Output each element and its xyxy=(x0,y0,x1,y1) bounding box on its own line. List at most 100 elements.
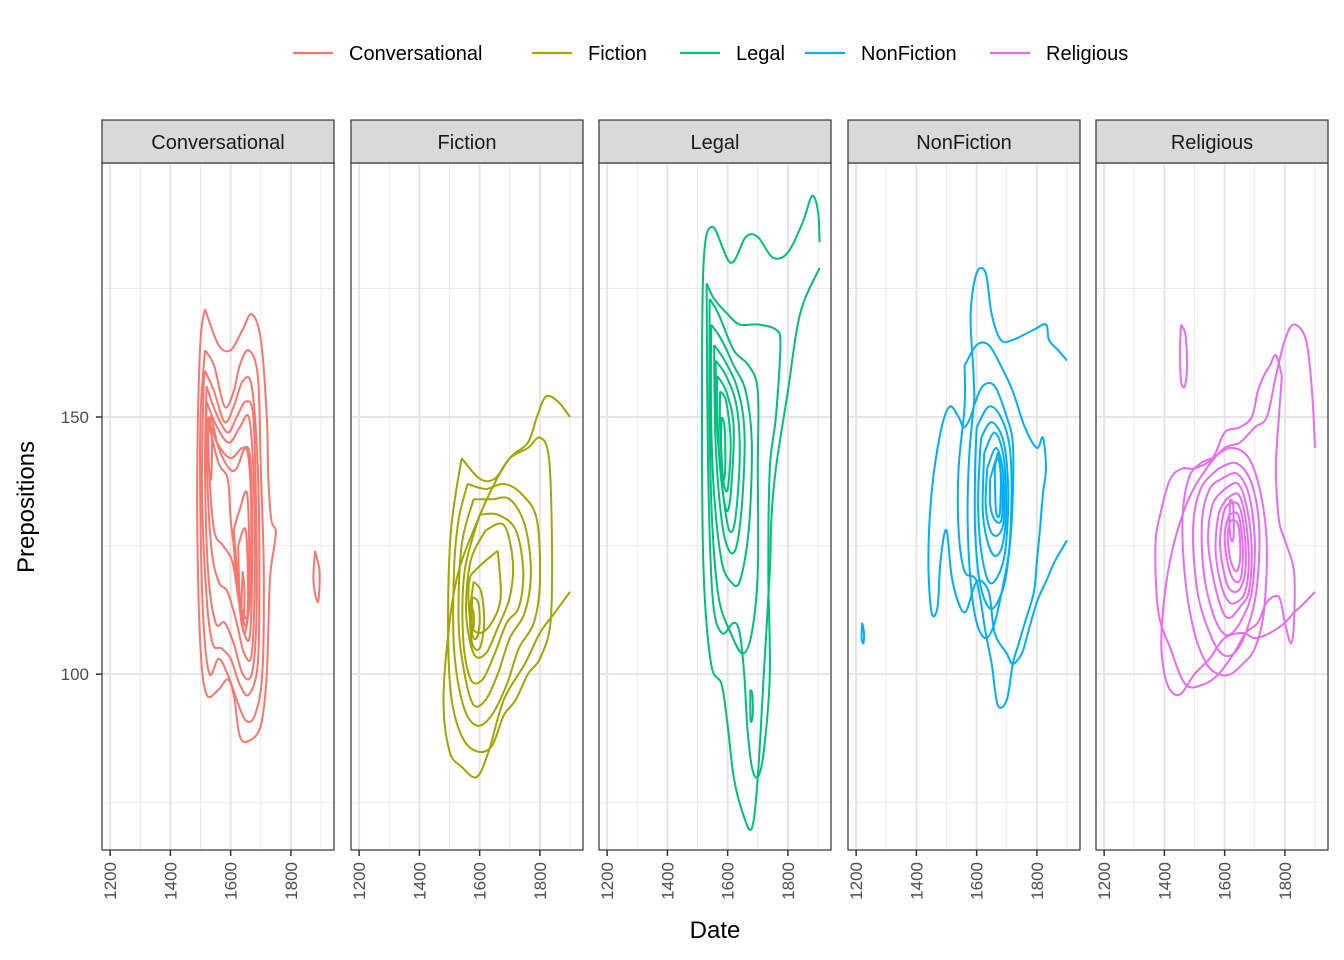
facet-strip xyxy=(1095,119,1329,164)
facet-strip xyxy=(350,119,584,164)
contour-line xyxy=(1154,354,1296,689)
contour-line xyxy=(452,482,542,727)
contour-line xyxy=(205,401,256,662)
facet-panel-legal: Legal 1200 1400 1600 1800 xyxy=(598,119,832,900)
legend-item-nonfiction: NonFiction xyxy=(805,43,957,65)
contour-line xyxy=(468,580,486,651)
facet-strip-label: NonFiction xyxy=(916,132,1012,154)
contour-line xyxy=(457,496,532,708)
panel-background xyxy=(848,163,1080,850)
contour-line xyxy=(199,349,265,723)
y-tick-label: 100 xyxy=(61,665,89,684)
x-tick-label: 1400 xyxy=(161,862,180,900)
contour-line xyxy=(467,549,502,634)
contour-line xyxy=(715,375,735,512)
contour-group-religious xyxy=(1154,323,1316,697)
contour-line xyxy=(1226,518,1242,573)
legend-item-legal: Legal xyxy=(680,43,785,65)
x-tick-label: 1200 xyxy=(847,862,866,900)
facet-strip-label: Legal xyxy=(691,132,740,154)
contour-line xyxy=(993,451,1002,519)
contour-group-legal xyxy=(700,194,821,831)
contour-line xyxy=(860,622,866,645)
facet-strip-label: Conversational xyxy=(151,132,284,154)
x-tick-label: 1200 xyxy=(350,862,369,900)
contour-line xyxy=(1179,324,1189,389)
legend-label: NonFiction xyxy=(861,43,957,65)
contour-line xyxy=(207,416,214,481)
legend-item-conversational: Conversational xyxy=(293,43,482,65)
x-tick-label: 1800 xyxy=(282,862,301,900)
x-tick-label: 1600 xyxy=(222,862,241,900)
facet-strip xyxy=(101,119,335,164)
legend-label: Legal xyxy=(736,43,785,65)
contour-line xyxy=(1207,482,1253,619)
facet-panel-religious: Religious 1200 1400 1600 1800 xyxy=(1095,119,1329,900)
contour-line xyxy=(312,550,321,604)
x-tick-label: 1400 xyxy=(658,862,677,900)
x-tick-label: 1200 xyxy=(1095,862,1114,900)
x-tick-label: 1600 xyxy=(968,862,987,900)
facet-panel-fiction: Fiction 1200 1400 1600 1800 xyxy=(350,119,584,900)
contour-line xyxy=(470,606,475,630)
y-axis: 100 150 xyxy=(61,408,102,684)
x-axis-title: Date xyxy=(690,917,741,944)
y-tick-label: 150 xyxy=(61,408,89,427)
contour-line xyxy=(749,689,754,724)
contour-line xyxy=(981,431,1008,557)
contour-group-conversational xyxy=(196,308,321,744)
contour-line xyxy=(1223,511,1244,584)
contour-line xyxy=(984,446,1006,537)
x-tick-label: 1400 xyxy=(1155,862,1174,900)
x-tick-label: 1200 xyxy=(101,862,120,900)
contour-group-fiction xyxy=(442,394,571,779)
contour-line xyxy=(718,390,732,493)
legend-item-fiction: Fiction xyxy=(532,43,647,65)
panel-background xyxy=(351,163,583,850)
contour-line xyxy=(719,416,727,482)
facet-strip xyxy=(847,119,1081,164)
x-tick-label: 1600 xyxy=(471,862,490,900)
facet-panel-nonfiction: NonFiction 1200 1400 1600 1800 xyxy=(847,119,1081,900)
contour-line xyxy=(203,385,258,681)
contour-line xyxy=(461,512,525,685)
x-tick-label: 1800 xyxy=(779,862,798,900)
contour-line xyxy=(470,596,481,641)
contour-line xyxy=(465,522,515,659)
contour-line xyxy=(200,370,261,697)
contour-line xyxy=(973,405,1013,610)
contour-line xyxy=(713,344,746,555)
contour-line xyxy=(956,341,1047,709)
contour-line xyxy=(1160,323,1316,697)
facet-strip xyxy=(598,119,832,164)
x-tick-label: 1400 xyxy=(907,862,926,900)
x-tick-label: 1600 xyxy=(1216,862,1235,900)
legend-label: Fiction xyxy=(588,43,647,65)
contour-line xyxy=(709,323,753,588)
contour-line xyxy=(966,381,1015,640)
contour-line xyxy=(207,416,254,642)
contour-line xyxy=(240,571,246,625)
x-tick-label: 1800 xyxy=(1028,862,1047,900)
contour-line xyxy=(1191,461,1261,658)
contour-line xyxy=(708,298,760,655)
contour-group-nonfiction xyxy=(860,266,1068,709)
legend-label: Conversational xyxy=(349,43,482,65)
contour-line xyxy=(1214,492,1250,605)
contour-line xyxy=(1200,472,1256,637)
contour-line xyxy=(208,415,253,620)
legend-label: Religious xyxy=(1046,43,1128,65)
contour-line xyxy=(988,457,1004,524)
contour-line xyxy=(977,421,1010,585)
contour-line xyxy=(237,527,250,635)
contour-line xyxy=(1228,498,1235,543)
facet-panels: Conversational 1200 1400 1600 1800 Fiction 120… xyxy=(101,119,1329,900)
contour-line xyxy=(442,394,571,779)
x-tick-label: 1800 xyxy=(531,862,550,900)
contour-line xyxy=(196,308,277,744)
y-axis-title: Prepositions xyxy=(13,441,40,573)
contour-line xyxy=(705,282,782,779)
contour-line xyxy=(1181,446,1268,677)
x-tick-label: 1400 xyxy=(410,862,429,900)
panel-background xyxy=(102,163,334,850)
